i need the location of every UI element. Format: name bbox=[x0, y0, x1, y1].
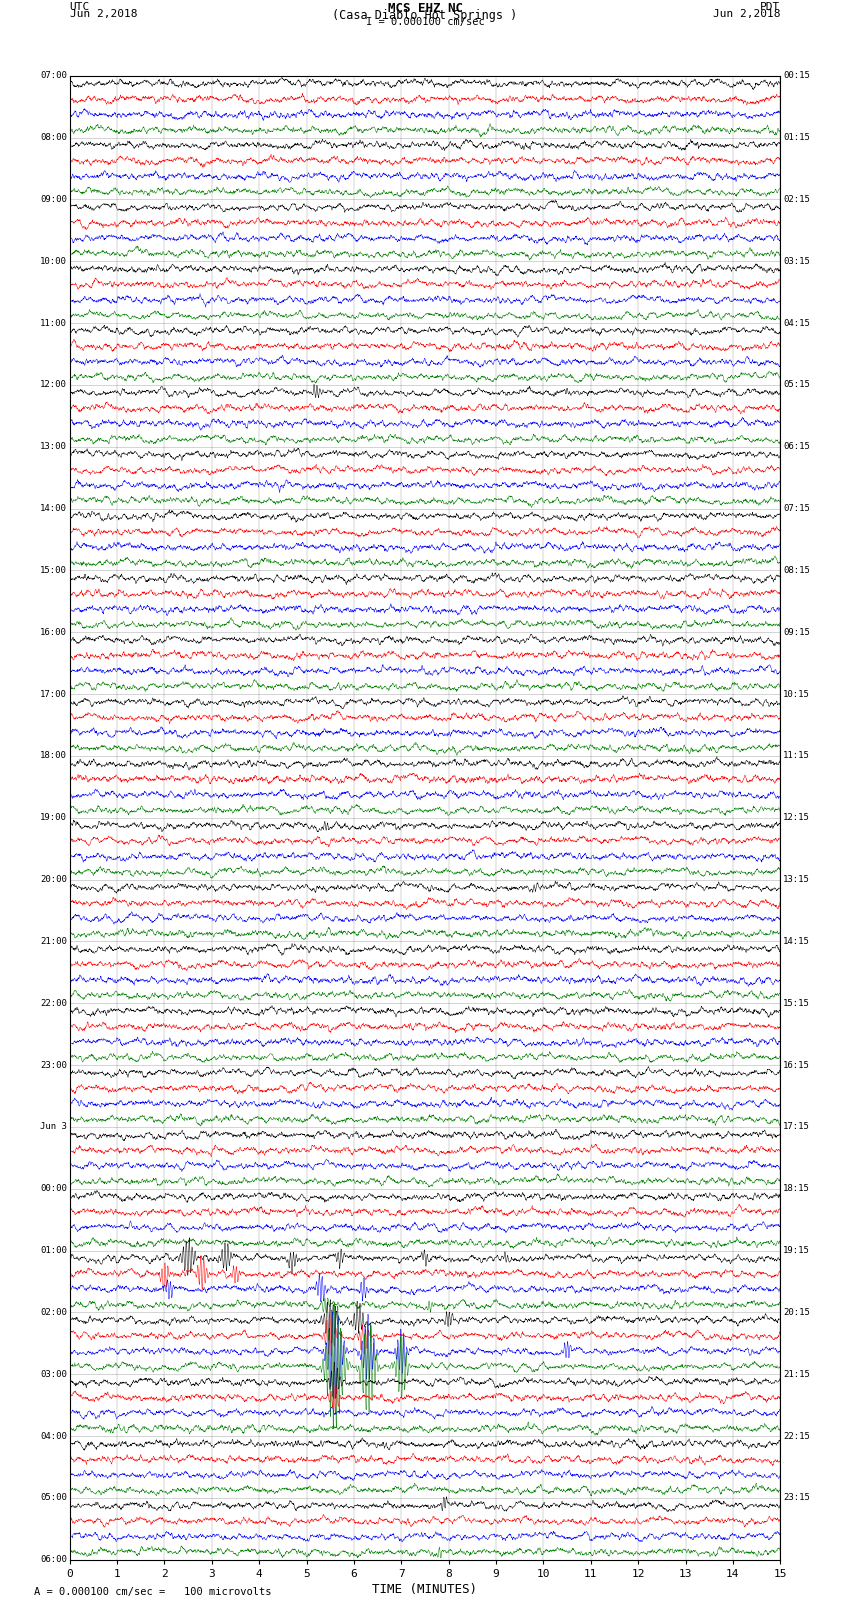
Text: A = 0.000100 cm/sec =   100 microvolts: A = 0.000100 cm/sec = 100 microvolts bbox=[34, 1587, 271, 1597]
Text: 00:00: 00:00 bbox=[40, 1184, 67, 1194]
Text: 11:15: 11:15 bbox=[783, 752, 810, 760]
Text: 02:00: 02:00 bbox=[40, 1308, 67, 1316]
Text: 15:00: 15:00 bbox=[40, 566, 67, 574]
Text: 08:00: 08:00 bbox=[40, 134, 67, 142]
Text: 00:15: 00:15 bbox=[783, 71, 810, 81]
Text: 05:15: 05:15 bbox=[783, 381, 810, 389]
Text: 16:15: 16:15 bbox=[783, 1061, 810, 1069]
X-axis label: TIME (MINUTES): TIME (MINUTES) bbox=[372, 1582, 478, 1595]
Text: (Casa Diablo Hot Springs ): (Casa Diablo Hot Springs ) bbox=[332, 10, 518, 23]
Text: 20:15: 20:15 bbox=[783, 1308, 810, 1316]
Text: 19:15: 19:15 bbox=[783, 1247, 810, 1255]
Text: 10:00: 10:00 bbox=[40, 256, 67, 266]
Text: 09:15: 09:15 bbox=[783, 627, 810, 637]
Text: 04:00: 04:00 bbox=[40, 1432, 67, 1440]
Text: 17:15: 17:15 bbox=[783, 1123, 810, 1131]
Text: 13:15: 13:15 bbox=[783, 876, 810, 884]
Text: 08:15: 08:15 bbox=[783, 566, 810, 574]
Text: 06:00: 06:00 bbox=[40, 1555, 67, 1565]
Text: 14:15: 14:15 bbox=[783, 937, 810, 945]
Text: 16:00: 16:00 bbox=[40, 627, 67, 637]
Text: 03:00: 03:00 bbox=[40, 1369, 67, 1379]
Text: 07:00: 07:00 bbox=[40, 71, 67, 81]
Text: 22:00: 22:00 bbox=[40, 998, 67, 1008]
Text: Jun 3: Jun 3 bbox=[40, 1123, 67, 1131]
Text: 21:00: 21:00 bbox=[40, 937, 67, 945]
Text: I = 0.000100 cm/sec: I = 0.000100 cm/sec bbox=[366, 18, 484, 27]
Text: 06:15: 06:15 bbox=[783, 442, 810, 452]
Text: 04:15: 04:15 bbox=[783, 319, 810, 327]
Text: 01:15: 01:15 bbox=[783, 134, 810, 142]
Text: 09:00: 09:00 bbox=[40, 195, 67, 203]
Text: 23:00: 23:00 bbox=[40, 1061, 67, 1069]
Text: MCS EHZ NC: MCS EHZ NC bbox=[388, 3, 462, 16]
Text: 12:15: 12:15 bbox=[783, 813, 810, 823]
Text: 14:00: 14:00 bbox=[40, 505, 67, 513]
Text: 17:00: 17:00 bbox=[40, 690, 67, 698]
Text: 05:00: 05:00 bbox=[40, 1494, 67, 1502]
Text: Jun 2,2018: Jun 2,2018 bbox=[70, 10, 137, 19]
Text: 13:00: 13:00 bbox=[40, 442, 67, 452]
Text: 10:15: 10:15 bbox=[783, 690, 810, 698]
Text: Jun 2,2018: Jun 2,2018 bbox=[713, 10, 780, 19]
Text: 22:15: 22:15 bbox=[783, 1432, 810, 1440]
Text: 18:00: 18:00 bbox=[40, 752, 67, 760]
Text: 15:15: 15:15 bbox=[783, 998, 810, 1008]
Text: 12:00: 12:00 bbox=[40, 381, 67, 389]
Text: 20:00: 20:00 bbox=[40, 876, 67, 884]
Text: 21:15: 21:15 bbox=[783, 1369, 810, 1379]
Text: 19:00: 19:00 bbox=[40, 813, 67, 823]
Text: 18:15: 18:15 bbox=[783, 1184, 810, 1194]
Text: 02:15: 02:15 bbox=[783, 195, 810, 203]
Text: UTC: UTC bbox=[70, 3, 90, 13]
Text: PDT: PDT bbox=[760, 3, 780, 13]
Text: 23:15: 23:15 bbox=[783, 1494, 810, 1502]
Text: 11:00: 11:00 bbox=[40, 319, 67, 327]
Text: 03:15: 03:15 bbox=[783, 256, 810, 266]
Text: 07:15: 07:15 bbox=[783, 505, 810, 513]
Text: 01:00: 01:00 bbox=[40, 1247, 67, 1255]
